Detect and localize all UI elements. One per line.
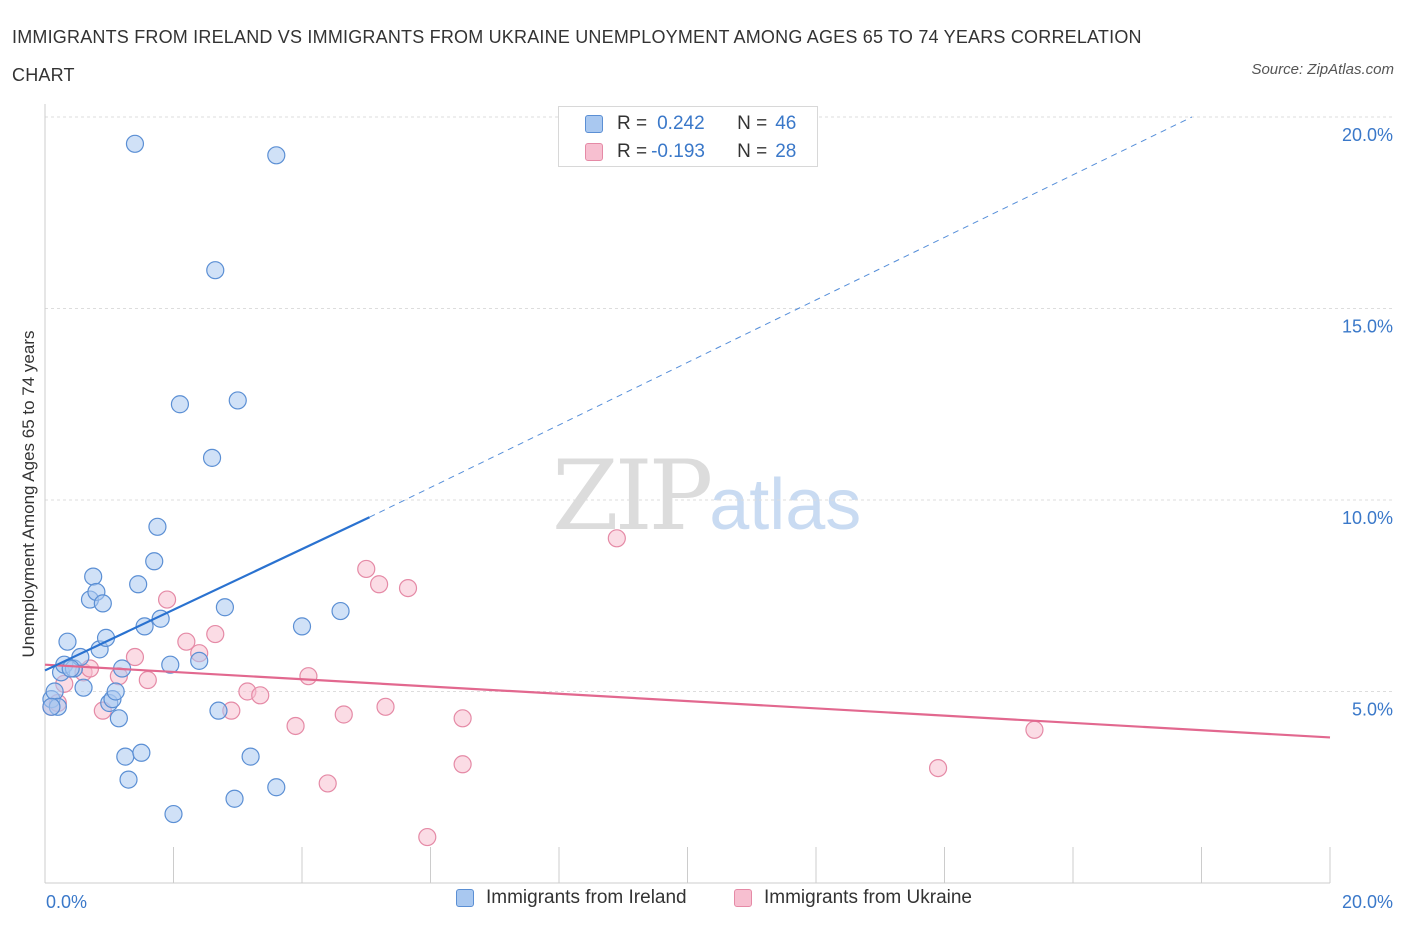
ukraine-r-value: -0.193 — [651, 141, 705, 162]
watermark-zip: ZIP — [552, 440, 713, 552]
ireland-point — [267, 778, 286, 797]
axes — [44, 104, 1331, 884]
ireland-swatch — [585, 115, 603, 133]
ireland-point — [225, 789, 244, 808]
ireland-point — [209, 701, 228, 720]
ukraine-point — [206, 624, 225, 644]
ireland-points — [42, 134, 350, 824]
x-tick-label: 20.0% — [1342, 892, 1393, 912]
ukraine-point — [318, 774, 337, 793]
ireland-point — [170, 395, 190, 414]
ireland-n-value: 46 — [775, 113, 797, 134]
ireland-point — [292, 617, 312, 636]
ireland-trend-extension — [369, 116, 1193, 518]
bottom-legend: Immigrants from Ireland Immigrants from … — [0, 887, 1406, 917]
ireland-point — [241, 747, 260, 766]
ireland-point — [45, 682, 64, 701]
chart-title: IMMIGRANTS FROM IRELAND VS IMMIGRANTS FR… — [12, 27, 1142, 85]
ireland-point — [267, 146, 286, 165]
ireland-point — [116, 747, 135, 766]
watermark-atlas: atlas — [709, 465, 862, 545]
ukraine-point — [177, 632, 196, 651]
ireland-point — [145, 552, 164, 571]
ukraine-point — [607, 529, 626, 548]
ukraine-point — [286, 716, 305, 736]
trend-lines — [44, 116, 1331, 739]
ukraine-points — [42, 529, 1044, 847]
ireland-point — [190, 651, 209, 670]
legend-ireland-label: Immigrants from Ireland — [486, 887, 687, 908]
watermark: ZIPatlas — [552, 440, 861, 552]
ireland-point — [84, 567, 103, 586]
ireland-point — [42, 697, 61, 716]
grid — [45, 116, 1392, 692]
ireland-point — [58, 632, 77, 651]
stats-legend: R = 0.242 N = 46 R = -0.193 N = 28 — [558, 106, 818, 167]
ireland-point — [106, 682, 125, 701]
ukraine-point — [334, 705, 353, 724]
y-tick-label: 5.0% — [1352, 700, 1393, 720]
ireland-point — [202, 448, 222, 467]
ukraine-point — [1025, 720, 1044, 739]
legend-item-ukraine[interactable]: Immigrants from Ukraine — [734, 887, 972, 909]
ireland-point — [132, 743, 151, 762]
ireland-point — [206, 261, 225, 280]
ukraine-swatch — [585, 143, 603, 161]
ireland-point — [331, 601, 350, 621]
ukraine-point — [418, 827, 437, 847]
ireland-point — [119, 770, 138, 789]
ukraine-point — [370, 575, 389, 594]
ireland-point — [129, 575, 148, 594]
ukraine-point — [398, 578, 418, 598]
ukraine-point — [453, 709, 472, 728]
ukraine-point — [376, 697, 395, 716]
y-tick-label: 15.0% — [1342, 317, 1393, 337]
ireland-point — [228, 391, 247, 410]
ukraine-point — [125, 647, 145, 667]
legend-item-ireland[interactable]: Immigrants from Ireland — [456, 887, 687, 909]
y-axis-label: Unemployment Among Ages 65 to 74 years — [19, 331, 38, 658]
ukraine-n-label: N = — [737, 141, 768, 162]
ireland-point — [161, 655, 180, 674]
ukraine-point — [138, 670, 157, 690]
source-label: Source: ZipAtlas.com — [1251, 61, 1394, 78]
ukraine-r-label: R = — [617, 141, 648, 162]
ireland-point — [215, 598, 234, 617]
ireland-r-label: R = — [617, 113, 648, 134]
ireland-point — [61, 659, 80, 678]
ukraine-point — [157, 590, 177, 609]
ireland-point — [74, 678, 93, 697]
ireland-point — [109, 709, 128, 728]
ukraine-point — [251, 686, 270, 705]
ireland-point — [93, 594, 112, 613]
ireland-point — [148, 517, 167, 536]
ireland-trend-line — [44, 516, 370, 672]
stats-row-ireland: R = 0.242 N = 46 — [585, 111, 796, 137]
stats-row-ukraine: R = -0.193 N = 28 — [585, 139, 796, 165]
legend-ukraine-swatch — [734, 889, 752, 907]
ukraine-point — [453, 755, 472, 774]
ukraine-n-value: 28 — [775, 141, 797, 162]
x-tick-label: 0.0% — [46, 892, 87, 912]
ireland-point — [164, 804, 183, 824]
ireland-point — [125, 134, 145, 153]
ukraine-point — [357, 559, 376, 579]
legend-ukraine-label: Immigrants from Ukraine — [764, 887, 972, 908]
y-tick-label: 20.0% — [1342, 125, 1393, 145]
ukraine-trend-line — [44, 663, 1331, 739]
y-tick-label: 10.0% — [1342, 508, 1393, 528]
ireland-n-label: N = — [737, 113, 768, 134]
ukraine-point — [299, 667, 318, 686]
tick-labels: 5.0% 10.0% 15.0% 20.0% 0.0% 20.0% — [46, 125, 1393, 912]
ireland-r-value: 0.242 — [657, 113, 705, 134]
legend-ireland-swatch — [456, 889, 474, 907]
ukraine-point — [928, 758, 948, 778]
